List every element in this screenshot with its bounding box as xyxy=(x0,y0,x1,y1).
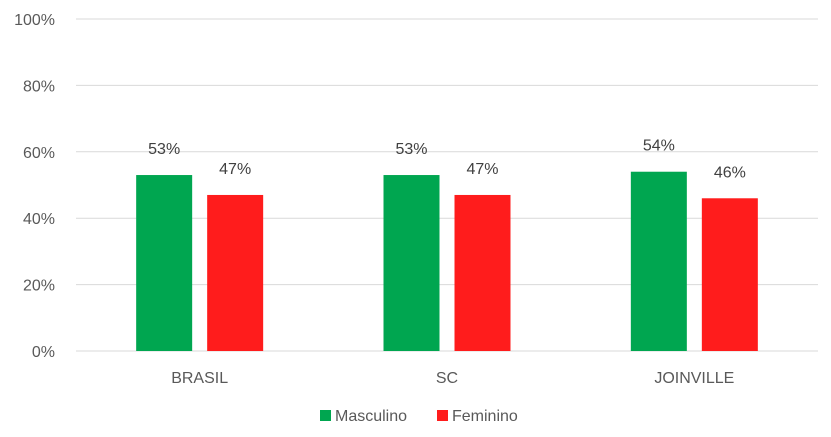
gridlines xyxy=(76,18,818,352)
legend: Masculino Feminino xyxy=(320,408,518,425)
x-axis-category-labels: BRASIL SC JOINVILLE xyxy=(171,370,734,387)
bar-masculino-joinville xyxy=(630,171,687,351)
data-label-masculino-brasil: 53% xyxy=(148,141,180,158)
y-tick-label-100: 100% xyxy=(14,12,55,29)
data-label-feminino-sc: 47% xyxy=(466,161,498,178)
y-tick-label-20: 20% xyxy=(23,278,55,295)
legend-label-masculino: Masculino xyxy=(335,408,407,425)
y-tick-label-80: 80% xyxy=(23,78,55,95)
y-tick-label-0: 0% xyxy=(32,344,55,361)
category-label-brasil: BRASIL xyxy=(171,370,228,387)
bar-masculino-brasil xyxy=(136,175,193,351)
y-axis-tick-labels: 0% 20% 40% 60% 80% 100% xyxy=(14,12,55,361)
bar-masculino-sc xyxy=(383,175,440,351)
data-label-feminino-brasil: 47% xyxy=(219,161,251,178)
bar-feminino-sc xyxy=(454,194,511,351)
legend-swatch-masculino xyxy=(320,410,331,421)
data-label-masculino-joinville: 54% xyxy=(643,138,675,155)
y-tick-label-40: 40% xyxy=(23,211,55,228)
category-label-sc: SC xyxy=(436,370,458,387)
data-label-feminino-joinville: 46% xyxy=(714,164,746,181)
data-labels: 53% 47% 53% 47% 54% 46% xyxy=(148,138,746,182)
legend-label-feminino: Feminino xyxy=(452,408,518,425)
bar-feminino-brasil xyxy=(207,194,264,351)
legend-swatch-feminino xyxy=(437,410,448,421)
category-label-joinville: JOINVILLE xyxy=(654,370,734,387)
bar-feminino-joinville xyxy=(701,198,758,351)
bars xyxy=(136,171,758,351)
y-tick-label-60: 60% xyxy=(23,145,55,162)
data-label-masculino-sc: 53% xyxy=(395,141,427,158)
